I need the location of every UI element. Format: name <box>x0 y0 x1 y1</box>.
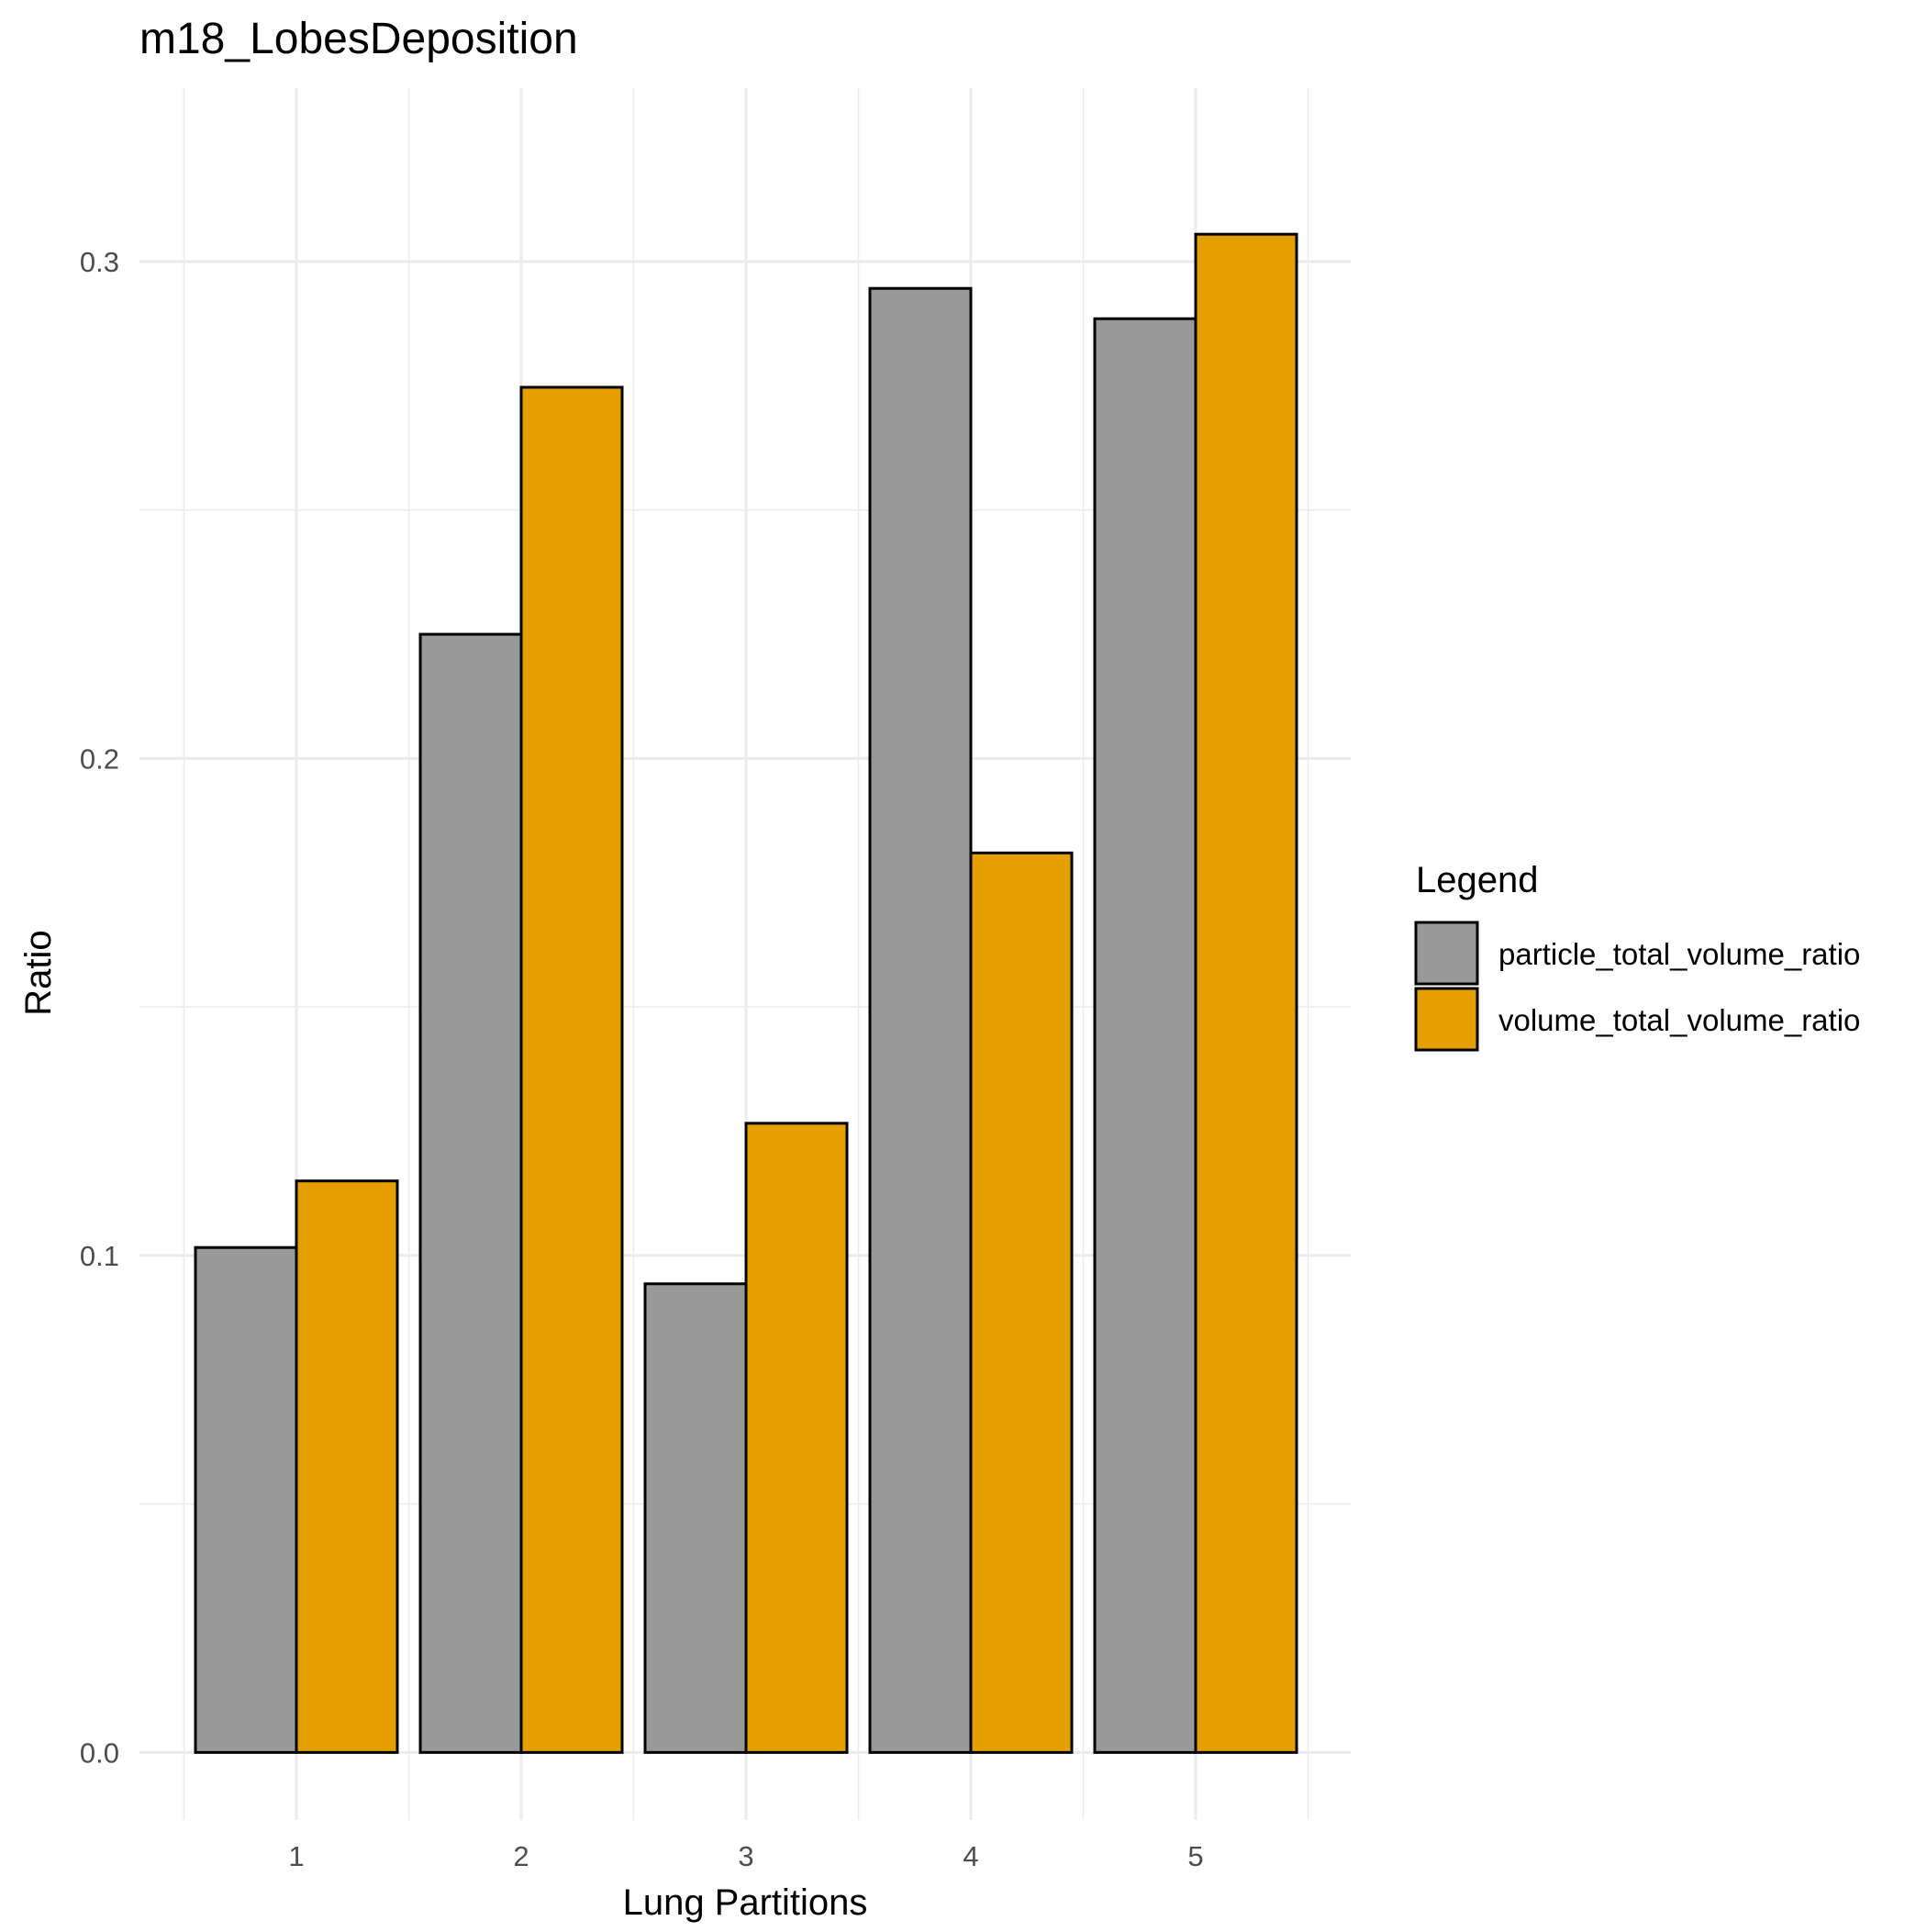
bar-particle_total_volume_ratio-4 <box>868 286 973 1754</box>
y-tick-label: 0.0 <box>80 1737 119 1769</box>
x-tick-label: 5 <box>1187 1840 1203 1872</box>
y-tick-label: 0.2 <box>80 743 119 775</box>
x-tick-label: 4 <box>963 1840 978 1872</box>
bar-volume_total_volume_ratio-3 <box>744 1122 849 1754</box>
bar-volume_total_volume_ratio-1 <box>295 1179 399 1754</box>
y-tick-label: 0.3 <box>80 246 119 278</box>
x-tick-label: 1 <box>288 1840 304 1872</box>
legend-title: Legend <box>1416 860 1538 900</box>
bars <box>194 232 1298 1754</box>
bar-volume_total_volume_ratio-2 <box>519 385 624 1754</box>
y-tick-label: 0.1 <box>80 1240 119 1272</box>
legend-label-volume_total_volume_ratio: volume_total_volume_ratio <box>1498 1003 1860 1037</box>
bar-particle_total_volume_ratio-2 <box>418 632 523 1754</box>
x-tick-label: 2 <box>513 1840 529 1872</box>
legend-key-particle_total_volume_ratio <box>1414 921 1479 986</box>
chart-title: m18_LobesDeposition <box>139 15 578 63</box>
bar-volume_total_volume_ratio-4 <box>969 851 1074 1754</box>
bar-volume_total_volume_ratio-5 <box>1194 232 1298 1754</box>
bar-particle_total_volume_ratio-5 <box>1093 317 1197 1754</box>
legend-key-volume_total_volume_ratio <box>1414 987 1479 1052</box>
legend: Legend particle_total_volume_ratiovolume… <box>1414 860 1860 1052</box>
bar-particle_total_volume_ratio-1 <box>194 1245 298 1754</box>
bar-particle_total_volume_ratio-3 <box>643 1282 748 1754</box>
x-tick-label: 3 <box>738 1840 753 1872</box>
y-axis-title: Ratio <box>18 930 59 1015</box>
legend-label-particle_total_volume_ratio: particle_total_volume_ratio <box>1498 937 1860 971</box>
x-axis-title: Lung Partitions <box>623 1882 868 1923</box>
axes: m18_LobesDeposition Lung Partitions Rati… <box>18 15 1204 1923</box>
